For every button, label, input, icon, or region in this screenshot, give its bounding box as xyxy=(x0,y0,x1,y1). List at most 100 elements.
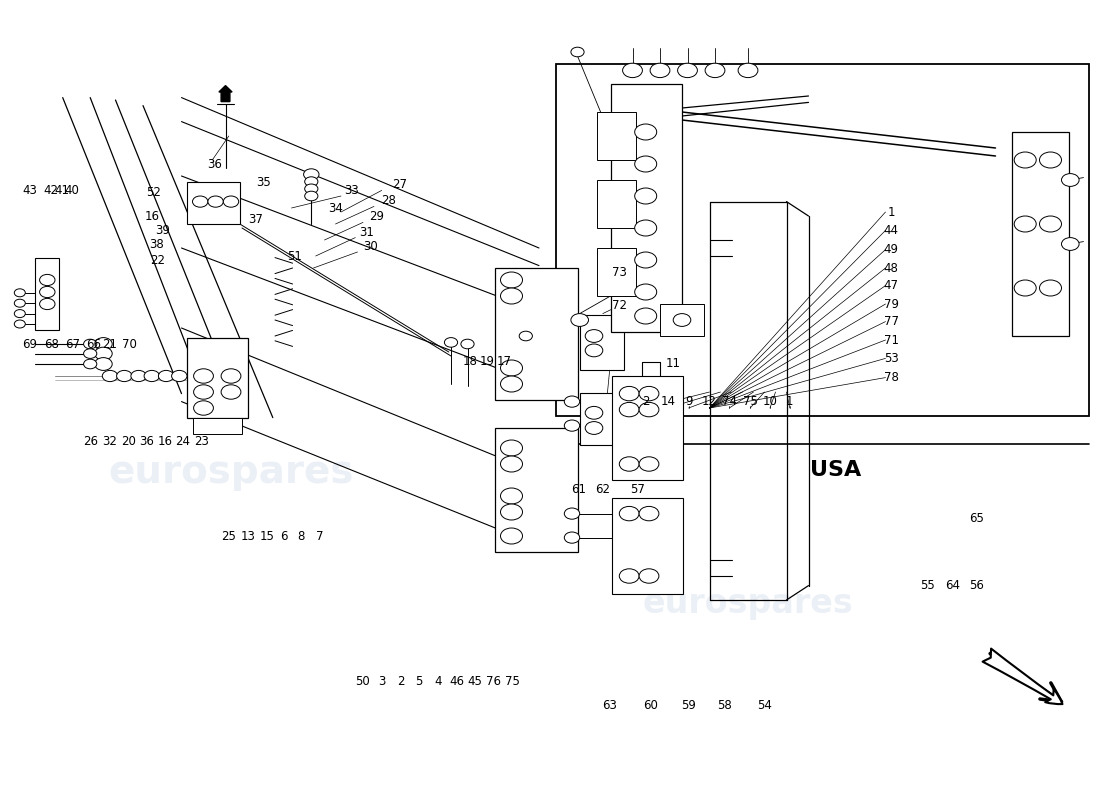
Text: 58: 58 xyxy=(717,699,733,712)
Circle shape xyxy=(519,331,532,341)
Text: USA: USA xyxy=(811,460,861,480)
Text: 62: 62 xyxy=(595,483,610,496)
Circle shape xyxy=(639,457,659,471)
Circle shape xyxy=(500,528,522,544)
Circle shape xyxy=(1062,238,1079,250)
Text: 75: 75 xyxy=(505,675,520,688)
Circle shape xyxy=(619,386,639,401)
Text: 43: 43 xyxy=(22,184,37,197)
Circle shape xyxy=(635,156,657,172)
Circle shape xyxy=(131,370,146,382)
Text: 56: 56 xyxy=(969,579,984,592)
Text: 1: 1 xyxy=(786,395,793,408)
Bar xyxy=(495,428,578,552)
Text: 32: 32 xyxy=(102,435,118,448)
Circle shape xyxy=(208,196,223,207)
Text: 70: 70 xyxy=(122,338,138,350)
Circle shape xyxy=(304,169,319,180)
Text: 24: 24 xyxy=(175,435,190,448)
Text: 47: 47 xyxy=(883,279,899,292)
Text: 69: 69 xyxy=(22,338,37,350)
Circle shape xyxy=(619,457,639,471)
Circle shape xyxy=(172,370,187,382)
Text: 40: 40 xyxy=(64,184,79,197)
Text: 54: 54 xyxy=(757,699,772,712)
Circle shape xyxy=(639,569,659,583)
Text: eurospares: eurospares xyxy=(642,587,854,621)
Bar xyxy=(187,338,248,418)
Circle shape xyxy=(635,220,657,236)
Text: 36: 36 xyxy=(207,158,222,170)
Text: 38: 38 xyxy=(148,238,164,250)
Bar xyxy=(580,315,624,370)
Text: 36: 36 xyxy=(139,435,154,448)
Bar xyxy=(192,418,242,434)
Circle shape xyxy=(635,124,657,140)
Text: 23: 23 xyxy=(194,435,209,448)
Text: 10: 10 xyxy=(762,395,778,408)
Circle shape xyxy=(635,308,657,324)
Text: 2: 2 xyxy=(397,675,404,688)
Text: 37: 37 xyxy=(248,213,263,226)
Text: 4: 4 xyxy=(434,675,441,688)
Bar xyxy=(597,180,636,228)
Bar xyxy=(597,248,636,296)
Circle shape xyxy=(571,314,588,326)
Text: 51: 51 xyxy=(287,250,303,262)
Text: 60: 60 xyxy=(642,699,658,712)
Circle shape xyxy=(158,370,174,382)
Circle shape xyxy=(1014,216,1036,232)
Text: 26: 26 xyxy=(82,435,98,448)
FancyArrow shape xyxy=(219,86,232,102)
Text: 49: 49 xyxy=(883,243,899,256)
Circle shape xyxy=(619,402,639,417)
Circle shape xyxy=(571,47,584,57)
Circle shape xyxy=(14,289,25,297)
Text: 41: 41 xyxy=(54,184,69,197)
Text: 53: 53 xyxy=(883,352,899,365)
Circle shape xyxy=(619,569,639,583)
Text: 78: 78 xyxy=(883,371,899,384)
Text: 21: 21 xyxy=(102,338,118,350)
Circle shape xyxy=(461,339,474,349)
Circle shape xyxy=(40,286,55,298)
Text: 29: 29 xyxy=(368,210,384,222)
Circle shape xyxy=(84,349,97,358)
Text: 11: 11 xyxy=(666,358,681,370)
Bar xyxy=(556,64,1089,416)
Text: 33: 33 xyxy=(344,184,360,197)
Circle shape xyxy=(305,191,318,201)
Text: 72: 72 xyxy=(612,299,627,312)
Circle shape xyxy=(650,63,670,78)
Bar xyxy=(597,112,636,160)
Text: 71: 71 xyxy=(883,334,899,346)
Bar xyxy=(580,393,624,445)
Text: 20: 20 xyxy=(121,435,136,448)
Circle shape xyxy=(1062,174,1079,186)
Text: 27: 27 xyxy=(392,178,407,190)
Text: 28: 28 xyxy=(381,194,396,206)
Text: eurospares: eurospares xyxy=(625,301,871,339)
Circle shape xyxy=(564,420,580,431)
Bar xyxy=(495,268,578,400)
Circle shape xyxy=(14,310,25,318)
Text: 13: 13 xyxy=(241,530,256,542)
Bar xyxy=(35,258,59,330)
Text: 31: 31 xyxy=(359,226,374,238)
Text: 19: 19 xyxy=(480,355,495,368)
Text: 61: 61 xyxy=(571,483,586,496)
Circle shape xyxy=(305,177,318,186)
Circle shape xyxy=(635,252,657,268)
Circle shape xyxy=(500,504,522,520)
Circle shape xyxy=(564,508,580,519)
Circle shape xyxy=(95,338,112,350)
Circle shape xyxy=(500,376,522,392)
Circle shape xyxy=(585,344,603,357)
Circle shape xyxy=(705,63,725,78)
Circle shape xyxy=(585,422,603,434)
Circle shape xyxy=(194,369,213,383)
Text: 35: 35 xyxy=(256,176,272,189)
Text: 68: 68 xyxy=(44,338,59,350)
Circle shape xyxy=(1014,280,1036,296)
Text: 75: 75 xyxy=(742,395,758,408)
